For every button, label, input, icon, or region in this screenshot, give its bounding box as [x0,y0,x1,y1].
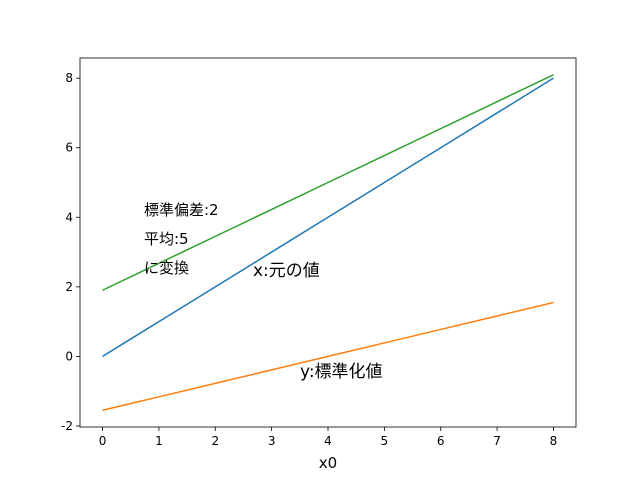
x-tick-label: 7 [493,434,501,448]
x-axis-label: x0 [319,454,337,472]
x-tick-label: 4 [324,434,332,448]
x-tick-label: 3 [268,434,276,448]
annotation: x:元の値 [253,261,320,281]
plot-frame [79,57,577,428]
data-line [102,301,554,412]
x-tick-label: 2 [211,434,219,448]
y-tick-label: 4 [65,210,73,224]
x-tick-label: 8 [550,434,558,448]
data-line [102,74,554,291]
y-tick-label: -2 [61,419,73,433]
y-tick-label: 8 [65,71,73,85]
annotation: y:標準化値 [300,362,383,382]
y-tick-label: 0 [65,349,73,363]
x-tick-label: 1 [155,434,163,448]
data-line [102,77,554,358]
x-tick-label: 6 [437,434,445,448]
y-tick-label: 2 [65,280,73,294]
x-tick-label: 0 [99,434,107,448]
x-tick-label: 5 [381,434,389,448]
y-tick-label: 6 [65,141,73,155]
annotation: 標準偏差:2 平均:5 に変換 [144,201,219,277]
